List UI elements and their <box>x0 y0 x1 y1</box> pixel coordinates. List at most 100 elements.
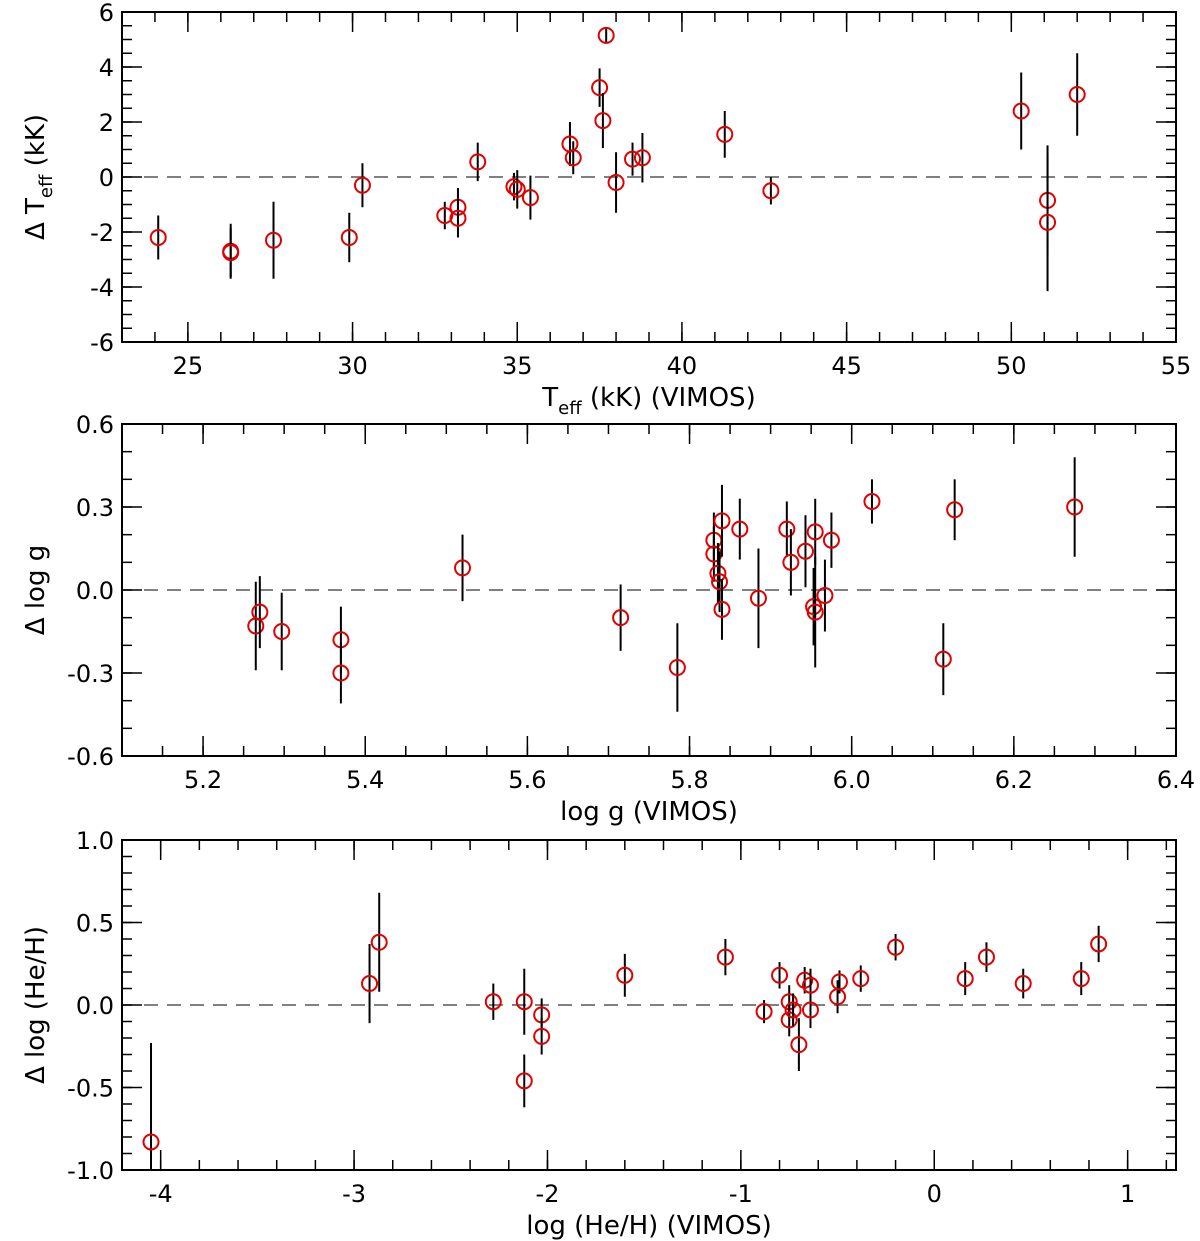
x-tick-label: 0 <box>927 1180 942 1208</box>
x-axis-label-rest: (kK) (VIMOS) <box>582 383 756 413</box>
data-point <box>1039 213 1057 231</box>
data-point <box>771 966 789 984</box>
x-tick-label: 50 <box>996 352 1027 380</box>
data-point <box>816 587 834 605</box>
data-point <box>852 970 870 988</box>
y-tick-label: -0.3 <box>67 660 114 688</box>
data-point <box>956 970 974 988</box>
y-tick-label: 0.5 <box>76 910 114 938</box>
y-tick-label: 6 <box>99 0 114 27</box>
data-point <box>591 79 609 97</box>
x-tick-label: 6.0 <box>833 766 871 794</box>
hehe-panel: -4 -3 -2 -1 0 1 -1.0 -0.5 0.0 0.5 1.0 log (He/H) (V… <box>21 827 1177 1241</box>
x-tick-label: 35 <box>502 352 533 380</box>
data-point <box>946 501 964 519</box>
x-axis-label-sub: eff <box>558 398 582 419</box>
data-point <box>784 1001 802 1019</box>
data-point <box>633 149 651 167</box>
data-point <box>830 973 848 991</box>
data-point <box>607 174 625 191</box>
data-point <box>353 176 371 194</box>
y-tick-label: 2 <box>99 109 114 137</box>
data-point <box>624 150 642 168</box>
data-point <box>801 976 819 994</box>
data-point <box>1068 86 1086 103</box>
x-tick-label: 6.4 <box>1157 766 1195 794</box>
y-tick-label: -0.6 <box>67 743 114 771</box>
data-point <box>222 244 240 262</box>
data-point <box>612 609 630 627</box>
logg-panel: 5.2 5.4 5.6 5.8 6.0 6.2 6.4 -0.6 -0.3 0.0 0.3 0.6 lo… <box>21 411 1195 827</box>
data-point <box>731 520 749 538</box>
x-tick-label: 55 <box>1161 352 1192 380</box>
data-point <box>436 207 454 224</box>
data-point <box>564 149 582 167</box>
data-point <box>934 650 952 668</box>
x-axis-label: log (He/H) (VIMOS) <box>526 1211 771 1241</box>
y-tick-label: 0.0 <box>76 577 114 605</box>
y-tick-label: -1.0 <box>67 1157 114 1185</box>
y-axis-label-sub: eff <box>36 174 57 198</box>
data-point <box>977 948 995 966</box>
y-axis-label: Δ log (He/H) <box>21 926 51 1084</box>
x-tick-label: 5.2 <box>184 766 222 794</box>
data-point <box>796 542 814 560</box>
data-point <box>780 1011 798 1029</box>
data-point <box>361 975 379 993</box>
data-point <box>265 231 283 249</box>
x-tick-label: -4 <box>149 1180 173 1208</box>
y-axis-label-main: Δ log (He/H) <box>21 926 51 1084</box>
data-point <box>515 1072 533 1090</box>
data-point <box>668 658 686 676</box>
data-point <box>755 1003 773 1021</box>
teff-panel: 25 30 35 40 45 50 55 -6 -4 -2 0 2 4 6 Teff (kK) (VIMOS… <box>21 0 1191 419</box>
data-point <box>508 180 526 198</box>
data-point <box>149 229 167 246</box>
data-point <box>454 559 472 577</box>
data-point <box>778 520 796 538</box>
y-tick-label: 0 <box>99 164 114 192</box>
y-tick-label: -2 <box>90 219 114 247</box>
data-point <box>469 153 487 171</box>
plot-frame <box>121 11 1177 343</box>
x-tick-label: 30 <box>337 352 368 380</box>
data-point <box>1072 970 1090 988</box>
data-point <box>533 1027 551 1045</box>
data-point <box>370 933 388 951</box>
data-point <box>711 573 729 591</box>
y-tick-label: -0.5 <box>67 1075 114 1103</box>
y-tick-label: -4 <box>90 274 114 302</box>
x-tick-label: 25 <box>173 352 204 380</box>
data-point <box>515 993 533 1011</box>
x-tick-label: -2 <box>535 1180 559 1208</box>
data-point <box>142 1133 160 1151</box>
data-point <box>505 178 523 196</box>
data-point <box>806 603 824 621</box>
y-axis-label: Δ log g <box>21 545 51 635</box>
data-point <box>340 229 358 246</box>
x-axis-label: log g (VIMOS) <box>560 797 738 827</box>
data-point <box>594 112 612 130</box>
x-tick-label: 5.6 <box>508 766 546 794</box>
data-point <box>1090 935 1108 953</box>
x-axis-label: Teff (kK) (VIMOS) <box>541 383 755 419</box>
y-tick-label: 4 <box>99 54 114 82</box>
x-tick-label: 5.4 <box>346 766 384 794</box>
data-point <box>332 664 350 682</box>
data-point <box>887 938 905 956</box>
x-tick-label: 1 <box>1120 1180 1135 1208</box>
y-axis-label-rest: (kK) <box>21 114 51 175</box>
data-point <box>863 492 881 510</box>
data-point <box>484 993 502 1011</box>
x-axis-label-main: log (He/H) (VIMOS) <box>526 1211 771 1241</box>
data-point <box>521 189 539 207</box>
data-point <box>713 512 731 530</box>
x-axis-label-main: T <box>541 383 558 413</box>
data-point <box>762 182 780 200</box>
y-axis-label-main: Δ T <box>21 198 51 240</box>
data-point <box>709 564 727 582</box>
y-axis-label: Δ Teff (kK) <box>21 114 57 240</box>
data-point <box>1012 102 1030 120</box>
plot-frame <box>121 839 1177 1171</box>
